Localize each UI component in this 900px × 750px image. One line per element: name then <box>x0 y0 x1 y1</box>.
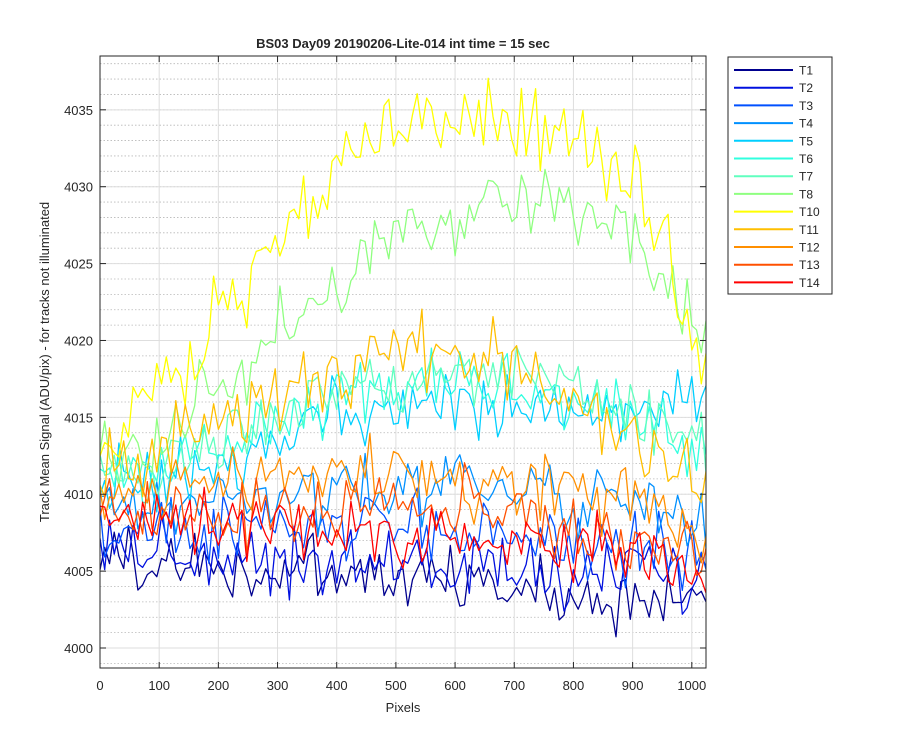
series-line-t11 <box>100 308 706 504</box>
legend-label-t6: T6 <box>799 152 813 166</box>
legend-label-t13: T13 <box>799 258 820 272</box>
x-tick-label: 100 <box>148 678 170 693</box>
legend-label-t4: T4 <box>799 117 813 131</box>
series-line-t8 <box>100 168 706 486</box>
y-tick-label: 4015 <box>64 410 93 425</box>
x-tick-label: 700 <box>503 678 525 693</box>
legend-label-t2: T2 <box>799 81 813 95</box>
legend-label-t5: T5 <box>799 134 813 148</box>
series-layer <box>100 77 706 638</box>
y-tick-label: 4030 <box>64 180 93 195</box>
y-tick-label: 4020 <box>64 333 93 348</box>
legend-label-t10: T10 <box>799 205 820 219</box>
legend-label-t8: T8 <box>799 187 813 201</box>
y-tick-label: 4035 <box>64 103 93 118</box>
y-tick-label: 4000 <box>64 641 93 656</box>
plot-area <box>100 56 706 668</box>
chart-title: BS03 Day09 20190206-Lite-014 int time = … <box>256 36 550 51</box>
legend-label-t11: T11 <box>799 223 819 237</box>
legend-label-t3: T3 <box>799 99 813 113</box>
x-tick-label: 900 <box>622 678 644 693</box>
x-axis-ticks: 0 100 200 300 400 500 600 700 800 900 1000 <box>96 56 706 693</box>
series-line-t5 <box>100 369 706 513</box>
series-line-t13 <box>100 462 706 576</box>
series-line-t10 <box>100 77 706 458</box>
series-line-t7 <box>100 345 706 499</box>
y-tick-label: 4025 <box>64 257 93 272</box>
x-tick-label: 400 <box>326 678 348 693</box>
series-line-t12 <box>100 432 706 564</box>
y-tick-label: 4005 <box>64 564 93 579</box>
series-line-t14 <box>100 486 706 594</box>
x-tick-label: 800 <box>563 678 585 693</box>
legend-label-t14: T14 <box>799 276 820 290</box>
x-tick-label: 200 <box>208 678 230 693</box>
legend: T1 T2 T3 T4 T5 T6 T7 T8 T10 T11 T12 T13 T14 <box>727 56 833 295</box>
series-line-t2 <box>100 515 706 615</box>
x-tick-label: 600 <box>444 678 466 693</box>
x-tick-label: 0 <box>96 678 103 693</box>
y-tick-label: 4010 <box>64 487 93 502</box>
x-tick-label: 500 <box>385 678 407 693</box>
x-axis-label: Pixels <box>386 700 421 715</box>
x-tick-label: 1000 <box>677 678 706 693</box>
y-axis-ticks: 4000 4005 4010 4015 4020 4025 4030 4035 <box>64 103 706 656</box>
y-axis-label: Track Mean Signal (ADU/pix) - for tracks… <box>37 202 52 522</box>
x-tick-label: 300 <box>267 678 289 693</box>
legend-label-t7: T7 <box>799 170 813 184</box>
legend-label-t12: T12 <box>799 241 820 255</box>
plot-frame <box>99 55 707 669</box>
legend-label-t1: T1 <box>799 64 813 78</box>
